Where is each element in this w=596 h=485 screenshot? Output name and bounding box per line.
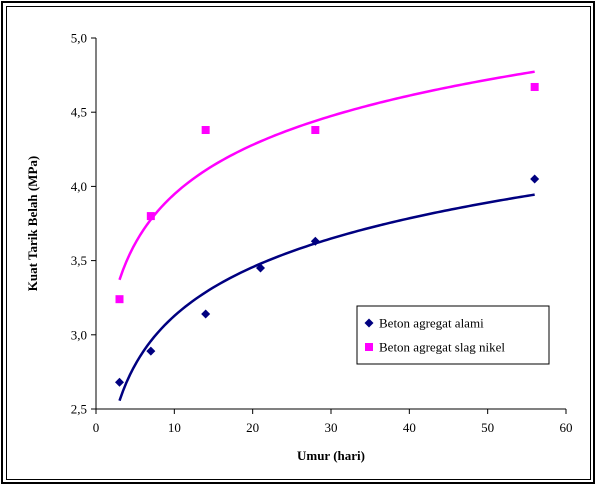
x-axis-title: Umur (hari)	[297, 448, 365, 463]
legend-label: Beton agregat slag nikel	[379, 340, 505, 355]
y-tick-label: 3,0	[71, 327, 87, 342]
data-point	[146, 346, 156, 356]
y-tick-label: 2,5	[71, 402, 87, 417]
chart-inner-border	[6, 6, 591, 480]
legend-label: Beton agregat alami	[379, 316, 484, 331]
legend-marker	[365, 343, 373, 351]
x-tick-label: 30	[325, 420, 338, 435]
data-point	[201, 126, 210, 135]
y-tick-label: 4,5	[71, 105, 87, 120]
data-point	[530, 174, 540, 184]
x-tick-label: 60	[560, 420, 573, 435]
series-1	[115, 174, 540, 402]
data-point	[115, 377, 124, 387]
x-tick-label: 50	[481, 420, 494, 435]
data-point	[311, 126, 320, 135]
data-point	[530, 82, 539, 91]
data-point	[146, 212, 155, 221]
trendline-1	[118, 193, 535, 402]
x-tick-label: 40	[403, 420, 416, 435]
series-2	[115, 70, 539, 304]
x-axis: 0 10 20 30 40 50 60	[93, 408, 573, 435]
y-axis-title: Kuat Tarik Belah (MPa)	[25, 156, 40, 291]
y-axis: 2,5 3,0 3,5 4,0 4,5 5,0	[71, 31, 97, 417]
y-tick-label: 5,0	[71, 31, 87, 46]
x-tick-label: 10	[168, 420, 181, 435]
data-point	[256, 263, 265, 273]
data-point	[115, 295, 124, 304]
legend-box	[356, 305, 550, 365]
trendline-2	[118, 70, 535, 281]
y-tick-label: 4,0	[71, 179, 87, 194]
x-tick-label: 20	[246, 420, 259, 435]
legend-marker	[364, 318, 374, 328]
legend: Beton agregat alami Beton agregat slag ni…	[356, 305, 550, 365]
series-layer	[115, 70, 540, 402]
data-point	[201, 309, 211, 319]
data-point	[310, 236, 320, 246]
y-tick-label: 3,5	[71, 253, 87, 268]
x-tick-label: 0	[93, 420, 100, 435]
